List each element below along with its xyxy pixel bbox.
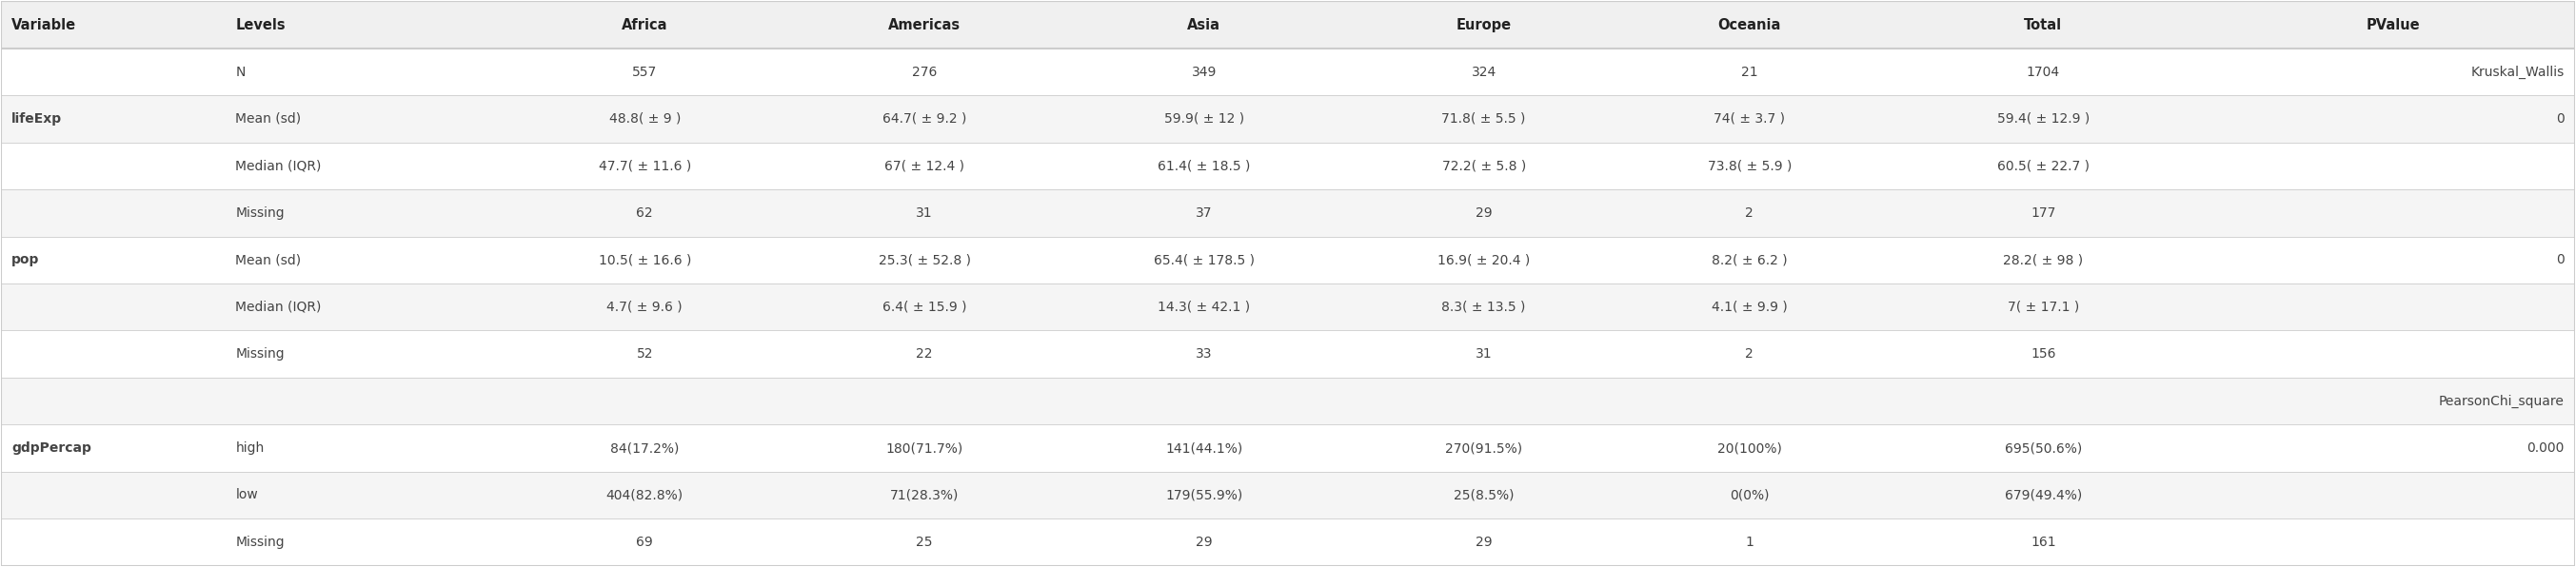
- Text: 270(91.5%): 270(91.5%): [1445, 442, 1522, 455]
- Text: PearsonChi_square: PearsonChi_square: [2439, 394, 2563, 408]
- Bar: [3, 95, 2573, 142]
- Text: 72.2( ± 5.8 ): 72.2( ± 5.8 ): [1443, 159, 1525, 172]
- Text: 59.9( ± 12 ): 59.9( ± 12 ): [1164, 112, 1244, 125]
- Text: Asia: Asia: [1188, 18, 1221, 32]
- Text: 179(55.9%): 179(55.9%): [1164, 489, 1242, 502]
- Text: 0: 0: [2555, 253, 2563, 266]
- Text: 73.8( ± 5.9 ): 73.8( ± 5.9 ): [1708, 159, 1790, 172]
- Text: 0(0%): 0(0%): [1728, 489, 1770, 502]
- Text: 7( ± 17.1 ): 7( ± 17.1 ): [2007, 301, 2079, 314]
- Text: 0.000: 0.000: [2527, 442, 2563, 455]
- Text: 557: 557: [631, 65, 657, 78]
- Text: Missing: Missing: [234, 348, 283, 361]
- Text: lifeExp: lifeExp: [13, 112, 62, 125]
- Bar: [3, 331, 2573, 378]
- Text: 349: 349: [1193, 65, 1216, 78]
- Text: N: N: [234, 65, 245, 78]
- Text: 29: 29: [1476, 535, 1492, 549]
- Text: 0: 0: [2555, 112, 2563, 125]
- Bar: [3, 48, 2573, 95]
- Text: Variable: Variable: [13, 18, 77, 32]
- Text: 65.4( ± 178.5 ): 65.4( ± 178.5 ): [1154, 253, 1255, 266]
- Bar: [3, 189, 2573, 236]
- Text: Missing: Missing: [234, 206, 283, 219]
- Text: 161: 161: [2030, 535, 2056, 549]
- Text: 60.5( ± 22.7 ): 60.5( ± 22.7 ): [1996, 159, 2089, 172]
- Text: Kruskal_Wallis: Kruskal_Wallis: [2470, 65, 2563, 79]
- Text: high: high: [234, 442, 265, 455]
- Text: Mean (sd): Mean (sd): [234, 253, 301, 266]
- Text: 8.3( ± 13.5 ): 8.3( ± 13.5 ): [1443, 301, 1525, 314]
- Text: 276: 276: [912, 65, 938, 78]
- Text: 4.1( ± 9.9 ): 4.1( ± 9.9 ): [1710, 301, 1788, 314]
- Text: Levels: Levels: [234, 18, 286, 32]
- Text: 31: 31: [917, 206, 933, 219]
- Text: 10.5( ± 16.6 ): 10.5( ± 16.6 ): [598, 253, 690, 266]
- Text: 14.3( ± 42.1 ): 14.3( ± 42.1 ): [1157, 301, 1249, 314]
- Text: PValue: PValue: [2365, 18, 2419, 32]
- Text: Americas: Americas: [889, 18, 961, 32]
- Text: Mean (sd): Mean (sd): [234, 112, 301, 125]
- Text: Europe: Europe: [1455, 18, 1512, 32]
- Text: Africa: Africa: [621, 18, 667, 32]
- Text: 4.7( ± 9.6 ): 4.7( ± 9.6 ): [608, 301, 683, 314]
- Text: 29: 29: [1195, 535, 1213, 549]
- Text: 84(17.2%): 84(17.2%): [611, 442, 680, 455]
- Text: 2: 2: [1747, 348, 1754, 361]
- Bar: [3, 1, 2573, 48]
- Text: 37: 37: [1195, 206, 1213, 219]
- Text: 180(71.7%): 180(71.7%): [886, 442, 963, 455]
- Text: Total: Total: [2025, 18, 2063, 32]
- Text: 1: 1: [1747, 535, 1754, 549]
- Bar: [3, 425, 2573, 472]
- Text: 1704: 1704: [2027, 65, 2061, 78]
- Text: 20(100%): 20(100%): [1718, 442, 1783, 455]
- Text: 25(8.5%): 25(8.5%): [1453, 489, 1515, 502]
- Text: 695(50.6%): 695(50.6%): [2004, 442, 2081, 455]
- Text: Missing: Missing: [234, 535, 283, 549]
- Text: 29: 29: [1476, 206, 1492, 219]
- Text: 67( ± 12.4 ): 67( ± 12.4 ): [884, 159, 963, 172]
- Text: 21: 21: [1741, 65, 1757, 78]
- Text: 324: 324: [1471, 65, 1497, 78]
- Text: 177: 177: [2030, 206, 2056, 219]
- Text: Median (IQR): Median (IQR): [234, 301, 322, 314]
- Bar: [3, 142, 2573, 189]
- Text: 64.7( ± 9.2 ): 64.7( ± 9.2 ): [884, 112, 966, 125]
- Text: 16.9( ± 20.4 ): 16.9( ± 20.4 ): [1437, 253, 1530, 266]
- Text: pop: pop: [13, 253, 39, 266]
- Text: low: low: [234, 489, 258, 502]
- Text: 156: 156: [2030, 348, 2056, 361]
- Text: 8.2( ± 6.2 ): 8.2( ± 6.2 ): [1710, 253, 1788, 266]
- Bar: [3, 236, 2573, 284]
- Text: 25.3( ± 52.8 ): 25.3( ± 52.8 ): [878, 253, 971, 266]
- Text: 28.2( ± 98 ): 28.2( ± 98 ): [2004, 253, 2084, 266]
- Text: 6.4( ± 15.9 ): 6.4( ± 15.9 ): [881, 301, 966, 314]
- Bar: [3, 472, 2573, 519]
- Bar: [3, 519, 2573, 566]
- Text: 22: 22: [917, 348, 933, 361]
- Text: 71(28.3%): 71(28.3%): [889, 489, 958, 502]
- Bar: [3, 284, 2573, 331]
- Text: 141(44.1%): 141(44.1%): [1164, 442, 1242, 455]
- Text: gdpPercap: gdpPercap: [13, 442, 93, 455]
- Text: 33: 33: [1195, 348, 1213, 361]
- Text: 69: 69: [636, 535, 654, 549]
- Text: Oceania: Oceania: [1718, 18, 1780, 32]
- Text: 52: 52: [636, 348, 652, 361]
- Text: 31: 31: [1476, 348, 1492, 361]
- Text: 61.4( ± 18.5 ): 61.4( ± 18.5 ): [1157, 159, 1249, 172]
- Text: 25: 25: [917, 535, 933, 549]
- Text: 59.4( ± 12.9 ): 59.4( ± 12.9 ): [1996, 112, 2089, 125]
- Text: 71.8( ± 5.5 ): 71.8( ± 5.5 ): [1443, 112, 1525, 125]
- Text: 47.7( ± 11.6 ): 47.7( ± 11.6 ): [598, 159, 690, 172]
- Text: 62: 62: [636, 206, 654, 219]
- Bar: [3, 378, 2573, 425]
- Text: 404(82.8%): 404(82.8%): [605, 489, 683, 502]
- Text: 679(49.4%): 679(49.4%): [2004, 489, 2081, 502]
- Text: 2: 2: [1747, 206, 1754, 219]
- Text: 48.8( ± 9 ): 48.8( ± 9 ): [608, 112, 680, 125]
- Text: 74( ± 3.7 ): 74( ± 3.7 ): [1713, 112, 1785, 125]
- Text: Median (IQR): Median (IQR): [234, 159, 322, 172]
